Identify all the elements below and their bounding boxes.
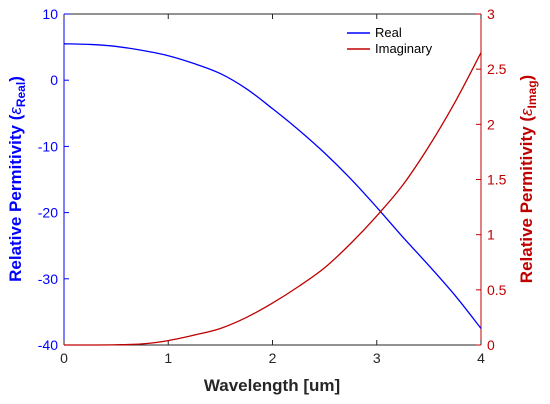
left-y-tick-label: -20 <box>38 205 58 221</box>
left-y-tick-label: 10 <box>42 6 58 22</box>
x-tick-label: 4 <box>477 350 485 366</box>
x-axis-ticks: 0 1 2 3 4 <box>60 14 485 366</box>
left-y-tick-label: -30 <box>38 271 58 287</box>
left-y-tick-label: -40 <box>38 337 58 353</box>
right-y-tick-label: 0.5 <box>487 282 507 298</box>
left-y-tick-label: -10 <box>38 138 58 154</box>
left-y-tick-label: 0 <box>50 72 58 88</box>
x-tick-label: 3 <box>373 350 381 366</box>
x-tick-label: 2 <box>269 350 277 366</box>
right-y-tick-label: 0 <box>487 337 495 353</box>
right-y-tick-label: 1.5 <box>487 172 507 188</box>
plot-area <box>63 13 482 346</box>
right-y-axis-ticks: 0 0.5 1 1.5 2 2.5 3 <box>476 6 507 353</box>
right-y-tick-label: 1 <box>487 227 495 243</box>
series-line-imaginary <box>63 52 482 346</box>
left-y-axis-ticks: -40 -30 -20 -10 0 10 <box>38 6 69 353</box>
series-line-real <box>63 43 482 329</box>
x-tick-label: 0 <box>60 350 68 366</box>
x-axis-label: Wavelength [um] <box>204 376 340 395</box>
legend-real-label: Real <box>375 25 402 40</box>
left-y-axis-label: Relative Permitivity (εReal) <box>6 76 28 282</box>
right-y-tick-label: 3 <box>487 6 495 22</box>
right-y-axis-label: Relative Permitivity (εImag) <box>517 75 539 283</box>
legend-imaginary-label: Imaginary <box>375 41 433 56</box>
series-layer <box>63 43 482 346</box>
x-tick-label: 1 <box>164 350 172 366</box>
right-y-tick-label: 2.5 <box>487 61 507 77</box>
right-y-tick-label: 2 <box>487 116 495 132</box>
legend: Real Imaginary <box>347 25 433 56</box>
